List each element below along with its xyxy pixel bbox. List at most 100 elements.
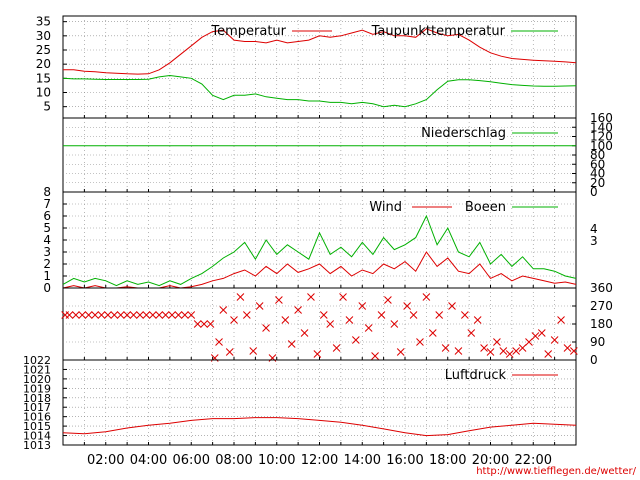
y-tick-label: 15	[36, 71, 51, 85]
y-tick-label: 1013	[23, 439, 51, 452]
wind-direction-point	[206, 320, 215, 328]
wind-direction-point	[104, 311, 112, 319]
y-tick-label: 270	[590, 299, 613, 313]
wind-direction-point	[396, 348, 405, 356]
wind-direction-point	[550, 336, 559, 344]
wind-direction-point	[537, 329, 546, 337]
x-tick-label: 18:00	[429, 453, 466, 468]
y-tick-label: 10	[36, 86, 51, 100]
x-tick-label: 16:00	[386, 453, 423, 468]
wind-direction-point	[499, 347, 508, 355]
wind-direction-point	[460, 311, 469, 319]
y-tick-label: 1019	[23, 382, 51, 395]
y-tick-label: 80	[590, 148, 605, 162]
wind-direction-point	[142, 311, 151, 319]
x-tick-label: 20:00	[472, 453, 509, 468]
wind-direction-point	[161, 311, 170, 319]
wind-direction-point	[422, 293, 431, 301]
wind-direction-point	[168, 311, 176, 319]
wind-direction-point	[326, 320, 335, 328]
wind-direction-point	[390, 320, 399, 328]
wind-direction-point	[230, 316, 238, 324]
wind-direction-point	[364, 324, 373, 332]
legend-label: Luftdruck	[445, 368, 507, 383]
y-tick-label: 1021	[23, 363, 51, 376]
y-tick-label-right: 3	[590, 234, 598, 248]
wind-direction-point	[557, 316, 565, 324]
x-tick-label: 06:00	[173, 453, 210, 468]
wind-direction-point	[473, 316, 482, 324]
wind-direction-point	[294, 306, 302, 314]
wind-direction-point	[518, 344, 527, 352]
y-tick-label: 20	[590, 176, 605, 190]
wind-direction-point	[193, 320, 202, 328]
wind-direction-point	[219, 306, 228, 314]
wind-direction-point	[97, 311, 106, 319]
wind-direction-point	[345, 316, 354, 324]
wind-direction-point	[319, 311, 328, 319]
wind-direction-point	[467, 329, 476, 337]
wind-direction-point	[200, 320, 208, 328]
series-line-wind	[62, 251, 577, 289]
y-tick-label: 7	[43, 197, 51, 211]
y-tick-label: 4	[43, 233, 51, 247]
wind-direction-point	[78, 311, 87, 319]
x-tick-label: 04:00	[130, 453, 167, 468]
series-line-boeen	[62, 214, 577, 287]
wind-direction-point	[512, 347, 521, 355]
wind-direction-point	[215, 338, 223, 346]
y-tick-label: 30	[36, 29, 51, 43]
y-tick-label: 160	[590, 111, 613, 125]
wind-direction-point	[249, 347, 258, 355]
wind-direction-point	[486, 348, 495, 356]
wind-direction-point	[262, 324, 270, 332]
y-tick-label: 90	[590, 335, 605, 349]
y-tick-label: 8	[43, 185, 51, 199]
wind-direction-point	[281, 316, 290, 324]
y-tick-label: 0	[43, 281, 51, 295]
x-tick-label: 08:00	[215, 453, 252, 468]
y-tick-label: 120	[590, 130, 613, 144]
wind-direction-point	[435, 311, 444, 319]
y-tick-label: 1014	[23, 430, 51, 443]
y-tick-label-right: 4	[590, 222, 598, 236]
wind-direction-point	[313, 350, 322, 358]
wind-direction-point	[570, 347, 578, 355]
wind-direction-point	[480, 344, 488, 352]
legend-label: Boeen	[465, 200, 506, 215]
y-tick-label: 3	[43, 245, 51, 259]
wind-direction-point	[116, 311, 125, 319]
y-tick-label: 25	[36, 43, 51, 57]
wind-direction-point	[409, 311, 418, 319]
y-tick-label: 6	[43, 209, 51, 223]
wind-direction-point	[300, 329, 309, 337]
wind-direction-point	[339, 293, 347, 301]
wind-direction-point	[148, 311, 157, 319]
y-tick-label: 60	[590, 157, 605, 171]
y-tick-label: 5	[43, 100, 51, 114]
series-line-luftdruck	[62, 417, 577, 437]
wind-direction-point	[371, 352, 379, 360]
wind-direction-point	[525, 338, 533, 346]
wind-direction-point	[563, 344, 572, 352]
x-tick-label: 14:00	[344, 453, 381, 468]
wind-direction-point	[84, 311, 93, 319]
wind-direction-point	[307, 293, 315, 301]
wind-direction-point	[187, 311, 196, 319]
wind-direction-point	[416, 338, 424, 346]
wind-direction-point	[236, 293, 245, 301]
legend-label: Temperatur	[210, 24, 286, 39]
wind-direction-point	[332, 344, 341, 352]
wind-direction-point	[531, 332, 540, 340]
wind-direction-point	[65, 311, 74, 319]
y-tick-label: 1018	[23, 392, 51, 405]
wind-direction-point	[225, 348, 234, 356]
footer-url[interactable]: http://www.tiefflegen.de/wetter/	[476, 466, 636, 477]
y-tick-label: 100	[590, 139, 613, 153]
y-tick-label: 1	[43, 269, 51, 283]
legend-label: Wind	[369, 200, 402, 215]
y-tick-label: 5	[43, 221, 51, 235]
y-tick-label: 140	[590, 120, 613, 134]
y-tick-label: 1022	[23, 354, 51, 367]
